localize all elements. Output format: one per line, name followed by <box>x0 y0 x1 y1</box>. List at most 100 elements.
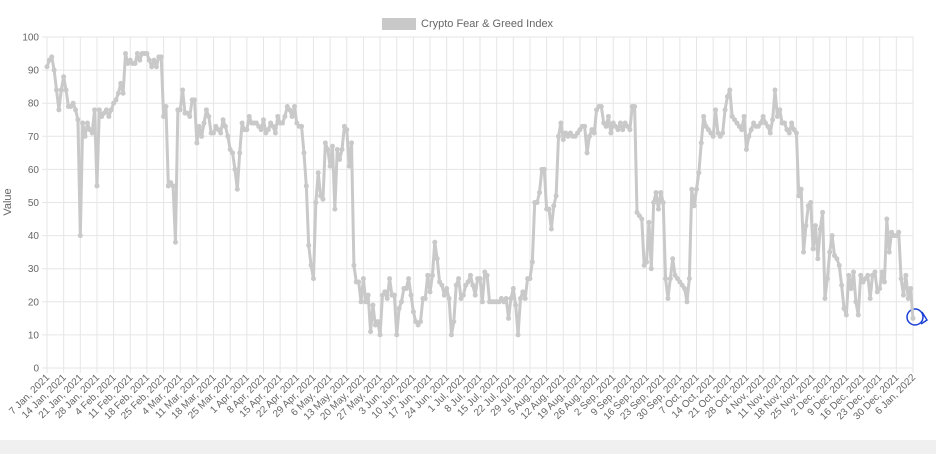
y-tick-label: 80 <box>28 99 40 110</box>
data-point <box>170 183 176 189</box>
data-point <box>560 137 566 143</box>
data-point <box>627 127 633 133</box>
data-point <box>351 262 357 268</box>
data-point <box>246 113 252 119</box>
data-point <box>910 315 916 321</box>
data-point <box>44 64 50 70</box>
data-point <box>658 190 664 196</box>
data-point <box>682 286 688 292</box>
data-point <box>720 130 726 136</box>
data-point <box>689 186 695 192</box>
y-tick-label: 60 <box>28 165 40 176</box>
data-point <box>663 276 669 282</box>
data-point <box>617 120 623 126</box>
data-point <box>194 140 200 146</box>
data-point <box>118 80 124 86</box>
data-point <box>61 74 67 80</box>
data-point <box>82 133 88 139</box>
data-point <box>63 87 69 93</box>
data-point <box>772 87 778 93</box>
data-point <box>344 127 350 133</box>
data-point <box>94 183 100 189</box>
data-point <box>151 57 157 63</box>
data-point <box>639 216 645 222</box>
data-point <box>900 292 906 298</box>
data-point <box>520 289 526 295</box>
data-point <box>310 276 316 282</box>
data-point <box>203 107 209 113</box>
data-point <box>410 309 416 315</box>
data-point <box>387 276 393 282</box>
data-point <box>270 123 276 129</box>
data-point <box>605 113 611 119</box>
data-point <box>748 127 754 133</box>
data-point <box>743 147 749 153</box>
data-point <box>546 206 552 212</box>
data-point <box>237 150 243 156</box>
data-point <box>472 292 478 298</box>
data-point <box>377 332 383 338</box>
data-point <box>280 120 286 126</box>
data-point <box>879 269 885 275</box>
data-point <box>465 279 471 285</box>
data-point <box>591 130 597 136</box>
data-point <box>858 272 864 278</box>
data-point <box>760 113 766 119</box>
data-point <box>684 299 690 305</box>
data-point <box>841 305 847 311</box>
data-point <box>77 233 83 239</box>
data-point <box>54 87 60 93</box>
data-point <box>313 200 319 205</box>
data-point <box>470 282 476 288</box>
data-point <box>346 163 352 169</box>
y-tick-label: 100 <box>22 33 39 44</box>
data-point <box>872 269 878 275</box>
data-point <box>222 123 228 129</box>
data-point <box>746 133 752 139</box>
data-point <box>429 272 435 278</box>
data-point <box>80 120 86 126</box>
data-point <box>391 292 397 298</box>
y-tick-label: 50 <box>28 198 40 209</box>
data-point <box>522 295 528 301</box>
data-point <box>220 117 226 123</box>
data-point <box>446 295 452 301</box>
data-point <box>536 190 542 196</box>
data-point <box>451 319 457 325</box>
data-point <box>646 219 652 225</box>
data-point <box>824 276 830 282</box>
hand-drawn-mark <box>920 311 929 325</box>
data-point <box>365 292 371 298</box>
data-point <box>739 127 745 133</box>
data-point <box>434 256 440 262</box>
data-point <box>75 117 81 123</box>
data-point <box>686 276 692 282</box>
data-point <box>467 272 473 278</box>
data-point <box>834 256 840 262</box>
data-point <box>239 120 245 126</box>
data-point <box>846 272 852 278</box>
data-point <box>586 133 592 139</box>
data-point <box>172 239 178 245</box>
data-point <box>796 193 802 199</box>
data-point <box>453 282 459 288</box>
data-point <box>548 226 554 232</box>
data-point <box>403 286 409 292</box>
data-point <box>582 123 588 129</box>
data-point <box>187 113 193 119</box>
y-tick-label: 70 <box>28 132 40 143</box>
legend: Crypto Fear & Greed Index <box>382 18 554 30</box>
data-point <box>299 123 305 129</box>
data-point <box>770 117 776 123</box>
data-point <box>886 249 892 255</box>
data-point <box>603 123 609 129</box>
data-point <box>724 94 730 100</box>
data-point <box>89 130 95 136</box>
data-point <box>448 332 454 338</box>
data-point <box>384 295 390 301</box>
y-tick-label: 10 <box>28 330 40 341</box>
data-point <box>360 276 366 282</box>
data-point <box>206 113 212 119</box>
data-point <box>456 276 462 282</box>
data-point <box>877 286 883 292</box>
